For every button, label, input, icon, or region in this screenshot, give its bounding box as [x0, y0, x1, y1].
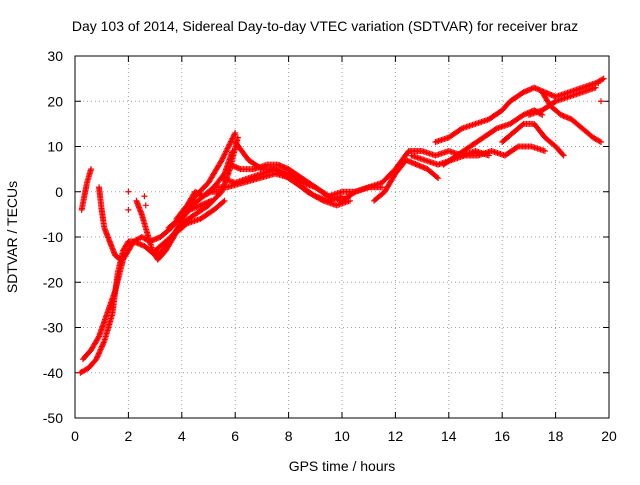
y-tick-label: 20 [47, 93, 63, 109]
data-point [457, 126, 464, 133]
data-point [560, 152, 567, 159]
data-point [93, 354, 100, 361]
y-tick-label: -20 [43, 274, 63, 290]
x-tick-label: 18 [548, 428, 564, 444]
data-point [100, 340, 107, 347]
data-point [116, 255, 123, 262]
data-point [125, 188, 132, 195]
chart-title: Day 103 of 2014, Sidereal Day-to-day VTE… [72, 18, 578, 34]
data-point [519, 121, 526, 128]
y-tick-labels: -50 -40 -30 -20 -10 0 10 20 30 [43, 48, 63, 426]
x-tick-labels: 0 2 4 6 8 10 12 14 16 18 20 [71, 428, 617, 444]
x-tick-label: 0 [71, 428, 79, 444]
data-point [492, 126, 499, 133]
series-trace-17 [539, 89, 604, 145]
data-point [176, 221, 183, 228]
y-tick-label: 0 [55, 184, 63, 200]
y-tick-label: -40 [43, 365, 63, 381]
series-trace-13 [371, 157, 442, 204]
data-point [88, 166, 95, 173]
data-point [596, 138, 603, 145]
data-point [142, 202, 149, 209]
data-point [94, 353, 101, 360]
x-axis-label: GPS time / hours [289, 458, 396, 474]
data-point [221, 197, 228, 204]
data-point [93, 356, 100, 363]
data-points [77, 75, 607, 376]
plot-frame [74, 55, 610, 419]
series-trace-12 [210, 170, 354, 209]
data-point [600, 75, 607, 82]
data-point [347, 197, 354, 204]
x-tick-label: 2 [125, 428, 133, 444]
data-point [95, 351, 102, 358]
data-point [351, 189, 358, 196]
data-point [95, 334, 102, 341]
series-trace-18 [499, 120, 567, 159]
series-trace-3 [80, 129, 239, 363]
y-tick-label: -10 [43, 229, 63, 245]
data-point [229, 148, 236, 155]
data-point [208, 197, 215, 204]
data-point [97, 346, 104, 353]
y-tick-label: -50 [43, 410, 63, 426]
data-point [595, 80, 602, 87]
series-trace-19 [525, 84, 599, 118]
series-outliers [125, 80, 604, 213]
data-point [117, 256, 124, 263]
x-tick-label: 6 [231, 428, 239, 444]
x-tick-label: 12 [388, 428, 404, 444]
data-point [559, 151, 566, 158]
data-point [220, 198, 227, 205]
y-tick-label: -30 [43, 320, 63, 336]
data-point [125, 206, 132, 213]
data-point [206, 189, 213, 196]
data-point [141, 193, 148, 200]
y-tick-label: 10 [47, 139, 63, 155]
x-tick-label: 10 [334, 428, 350, 444]
data-point [98, 345, 105, 352]
data-point [599, 76, 606, 83]
data-point [339, 193, 345, 200]
data-point [551, 99, 558, 106]
series-trace-16 [432, 75, 607, 145]
series-trace-10 [226, 161, 386, 204]
data-point [597, 98, 604, 105]
series-trace-1 [78, 166, 95, 213]
x-tick-label: 8 [285, 428, 293, 444]
series-trace-7 [165, 197, 215, 231]
data-point [597, 138, 604, 145]
y-tick-label: 30 [47, 48, 63, 64]
data-point [96, 349, 103, 356]
data-point [95, 350, 102, 357]
series-trace-4 [96, 184, 124, 263]
data-point [232, 129, 239, 136]
x-tick-label: 20 [601, 428, 617, 444]
data-point [98, 343, 105, 350]
data-point [435, 175, 442, 182]
data-point [100, 339, 107, 346]
data-point [541, 148, 548, 155]
x-tick-label: 14 [441, 428, 457, 444]
series-trace-8 [152, 197, 228, 254]
data-point [97, 347, 104, 354]
data-point [176, 220, 183, 227]
data-point [433, 174, 440, 181]
data-point [592, 84, 599, 91]
data-point [99, 342, 106, 349]
x-tick-label: 4 [178, 428, 186, 444]
x-tick-label: 16 [494, 428, 510, 444]
y-axis-label: SDTVAR / TECUs [4, 181, 20, 293]
data-point [318, 197, 325, 204]
data-point [379, 184, 386, 191]
data-point [514, 144, 521, 151]
